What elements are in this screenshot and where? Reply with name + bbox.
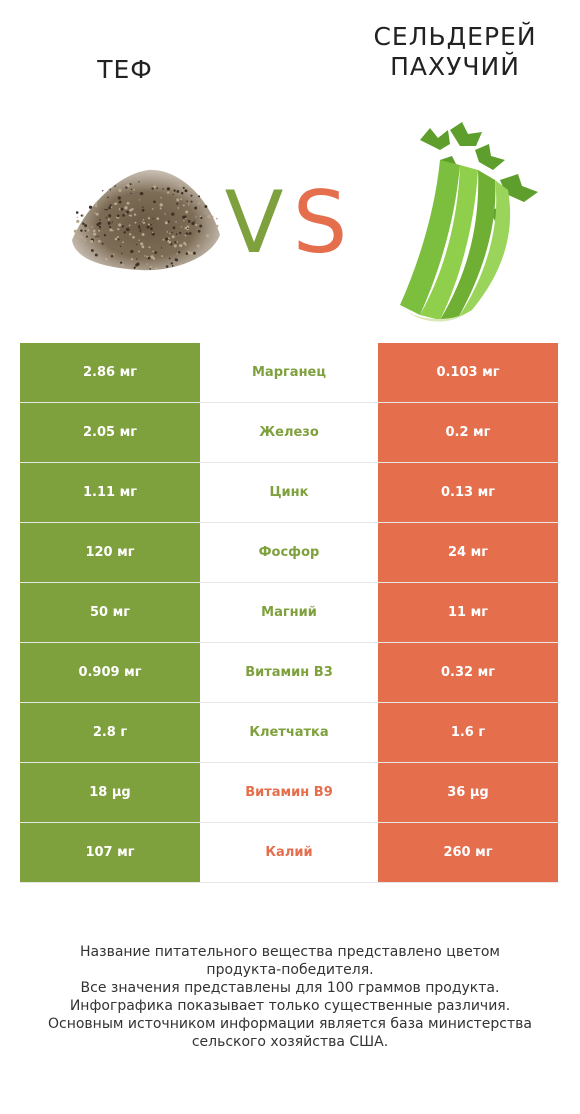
vs-s-letter: S xyxy=(293,173,348,270)
left-value-cell: 107 мг xyxy=(20,823,200,882)
nutrient-name-cell: Железо xyxy=(200,403,378,462)
note-line: Название питательного вещества представл… xyxy=(80,944,500,960)
left-value-cell: 0.909 мг xyxy=(20,643,200,702)
left-value-cell: 2.05 мг xyxy=(20,403,200,462)
note-line: Инфографика показывает только существенн… xyxy=(69,998,511,1014)
right-value-cell: 0.103 мг xyxy=(378,343,558,402)
comparison-table: 2.86 мг Марганец 0.103 мг 2.05 мг Железо 0.2 … xyxy=(20,343,558,883)
table-row: 1.11 мг Цинк 0.13 мг xyxy=(20,463,558,523)
nutrient-name-cell: Магний xyxy=(200,583,378,642)
right-value-cell: 0.32 мг xyxy=(378,643,558,702)
left-value-cell: 2.8 г xyxy=(20,703,200,762)
table-row: 2.8 г Клетчатка 1.6 г xyxy=(20,703,558,763)
right-product-title: СЕЛЬДЕРЕЙ ПАХУЧИЙ xyxy=(340,22,570,82)
right-value-cell: 36 µg xyxy=(378,763,558,822)
left-product-title: ТЕФ xyxy=(97,55,153,84)
table-row: 2.86 мг Марганец 0.103 мг xyxy=(20,343,558,403)
right-value-cell: 11 мг xyxy=(378,583,558,642)
right-value-cell: 260 мг xyxy=(378,823,558,882)
right-title-line-2: ПАХУЧИЙ xyxy=(390,52,520,81)
nutrient-name-cell: Фосфор xyxy=(200,523,378,582)
right-title-line-1: СЕЛЬДЕРЕЙ xyxy=(373,22,537,51)
table-row: 0.909 мг Витамин B3 0.32 мг xyxy=(20,643,558,703)
table-row: 107 мг Калий 260 мг xyxy=(20,823,558,883)
note-line: Все значения представлены для 100 граммо… xyxy=(80,980,500,996)
note-line: продукта-победителя. xyxy=(206,962,374,978)
table-row: 2.05 мг Железо 0.2 мг xyxy=(20,403,558,463)
nutrient-name-cell: Марганец xyxy=(200,343,378,402)
right-value-cell: 1.6 г xyxy=(378,703,558,762)
left-value-cell: 120 мг xyxy=(20,523,200,582)
note-line: сельского хозяйства США. xyxy=(191,1034,389,1050)
nutrient-name-cell: Витамин B3 xyxy=(200,643,378,702)
left-value-cell: 2.86 мг xyxy=(20,343,200,402)
nutrient-name-cell: Клетчатка xyxy=(200,703,378,762)
celery-image xyxy=(400,122,538,322)
vs-v-letter: V xyxy=(225,173,284,270)
left-value-cell: 1.11 мг xyxy=(20,463,200,522)
table-row: 120 мг Фосфор 24 мг xyxy=(20,523,558,583)
note-line: Основным источником информации является … xyxy=(48,1016,532,1032)
nutrient-name-cell: Витамин B9 xyxy=(200,763,378,822)
right-value-cell: 24 мг xyxy=(378,523,558,582)
teff-grain-image xyxy=(72,169,220,271)
table-row: 50 мг Магний 11 мг xyxy=(20,583,558,643)
left-value-cell: 50 мг xyxy=(20,583,200,642)
left-value-cell: 18 µg xyxy=(20,763,200,822)
nutrient-name-cell: Калий xyxy=(200,823,378,882)
vs-label: V S xyxy=(225,173,348,270)
right-value-cell: 0.2 мг xyxy=(378,403,558,462)
right-value-cell: 0.13 мг xyxy=(378,463,558,522)
footnotes: Название питательного вещества представл… xyxy=(20,943,560,1051)
table-row: 18 µg Витамин B9 36 µg xyxy=(20,763,558,823)
nutrient-name-cell: Цинк xyxy=(200,463,378,522)
